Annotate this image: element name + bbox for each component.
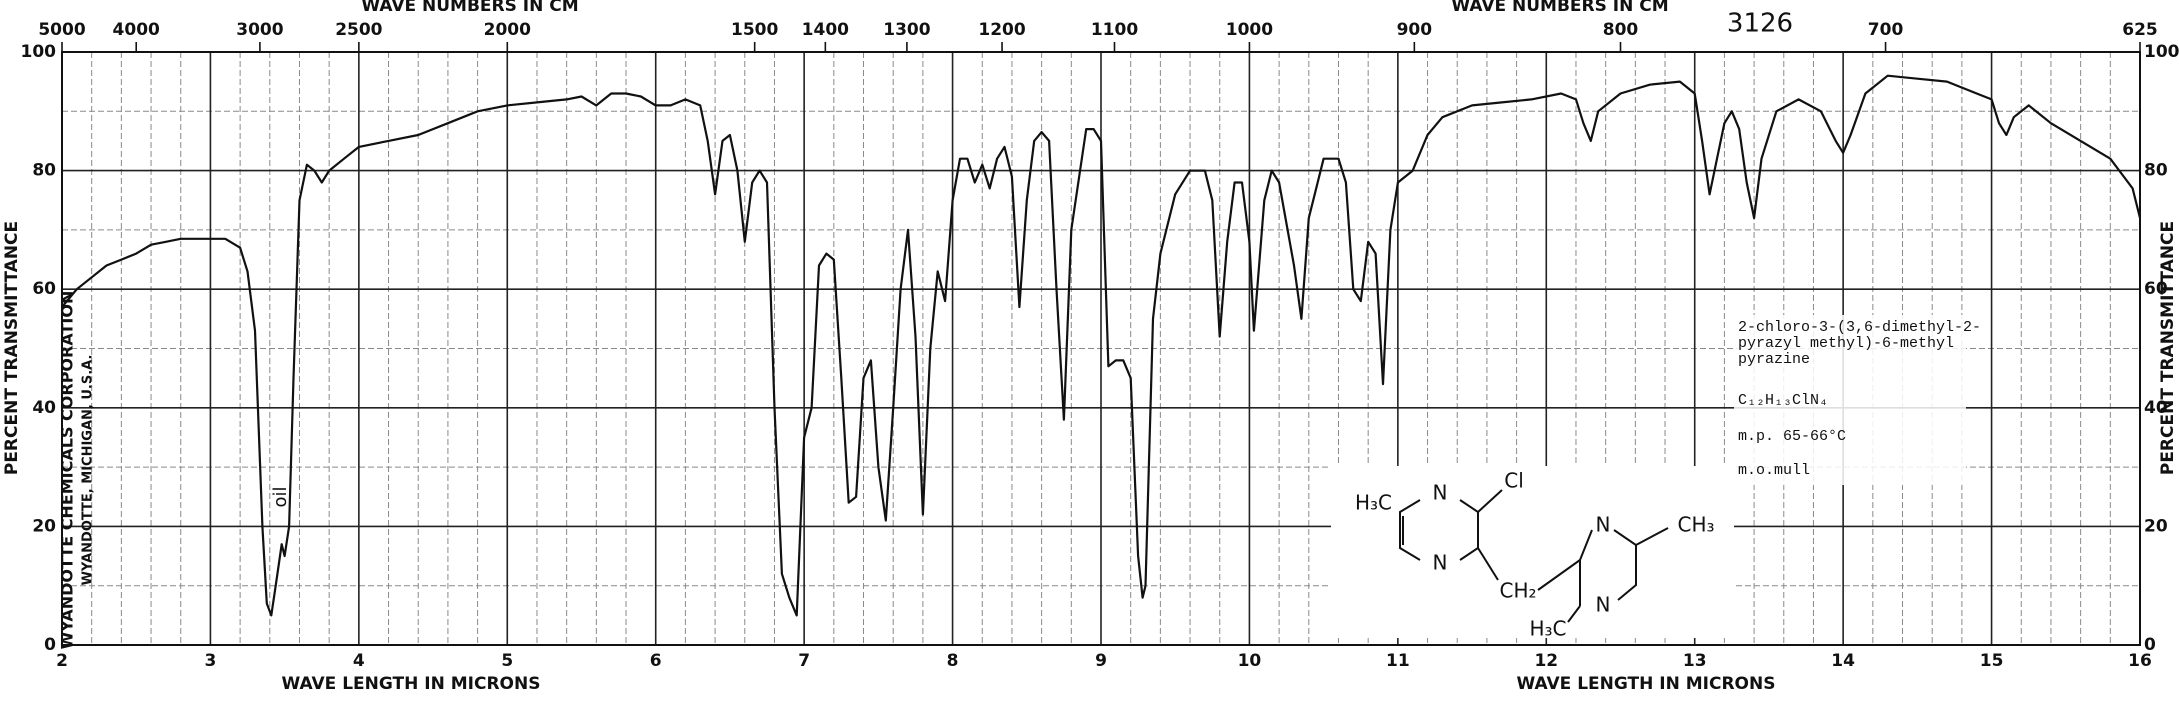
y-tick-label: 20 xyxy=(2144,516,2168,536)
manufacturer-address: WYANDOTTE, MICHIGAN, U.S.A. xyxy=(81,355,96,586)
x2-tick-label: 1000 xyxy=(1226,20,1273,40)
y-axis-title: PERCENT TRANSMITTANCE xyxy=(2,221,22,475)
y-tick-label: 100 xyxy=(2144,42,2179,62)
structure-label: N xyxy=(1596,593,1611,617)
y-tick-label: 60 xyxy=(2144,279,2168,299)
x2-axis-title: WAVE NUMBERS IN CM xyxy=(1451,0,1668,16)
compound-name: 2-chloro-3-(3,6-dimethyl-2- xyxy=(1738,319,1981,336)
x-tick-label: 6 xyxy=(650,651,662,671)
x2-tick-label: 3000 xyxy=(236,20,283,40)
y-tick-label: 0 xyxy=(44,635,56,655)
compound-name: pyrazine xyxy=(1738,351,1810,368)
x2-tick-label: 625 xyxy=(2122,20,2158,40)
x-tick-label: 13 xyxy=(1683,651,1707,671)
structure: H₃C N Cl N CH₂ N CH₃ H₃C N xyxy=(1331,466,1734,641)
x-tick-label: 16 xyxy=(2128,651,2152,671)
y-axis-title: PERCENT TRANSMITTANCE xyxy=(2158,221,2178,475)
x2-tick-label: 900 xyxy=(1397,20,1433,40)
structure-label: H₃C xyxy=(1355,491,1392,515)
x2-tick-label: 1500 xyxy=(731,20,778,40)
x-tick-label: 4 xyxy=(353,651,365,671)
compound-name: pyrazyl methyl)-6-methyl xyxy=(1738,335,1954,352)
structure-label: N xyxy=(1433,481,1448,505)
y-tick-label: 80 xyxy=(32,161,56,181)
y-tick-label: 40 xyxy=(32,398,56,418)
x-tick-label: 11 xyxy=(1386,651,1410,671)
x-tick-label: 7 xyxy=(798,651,810,671)
manufacturer-name: WYANDOTTE CHEMICALS CORPORATION xyxy=(58,291,77,650)
x-tick-label: 14 xyxy=(1831,651,1855,671)
x2-tick-label: 1400 xyxy=(802,20,849,40)
x2-tick-label: 5000 xyxy=(38,20,85,40)
structure-bonds xyxy=(1399,489,1669,623)
structure-background xyxy=(1331,466,1734,638)
structure-label: N xyxy=(1433,551,1448,575)
chart-number: 3126 xyxy=(1727,9,1793,39)
x-tick-label: 2 xyxy=(56,651,68,671)
x2-tick-label: 4000 xyxy=(113,20,160,40)
x2-tick-label: 1200 xyxy=(978,20,1025,40)
x2-tick-label: 800 xyxy=(1603,20,1639,40)
x-tick-label: 9 xyxy=(1095,651,1107,671)
structure-label: Cl xyxy=(1504,469,1524,493)
structure-label: H₃C xyxy=(1529,617,1566,641)
x2-tick-label: 700 xyxy=(1868,20,1904,40)
x-tick-label: 3 xyxy=(205,651,217,671)
sample-medium: m.o.mull xyxy=(1738,462,1810,479)
x-tick-label: 10 xyxy=(1238,651,1262,671)
x-tick-label: 15 xyxy=(1980,651,2004,671)
compound-info: 2-chloro-3-(3,6-dimethyl-2- pyrazyl meth… xyxy=(1734,315,1981,485)
y-tick-label: 20 xyxy=(32,516,56,536)
y-tick-label: 100 xyxy=(21,42,57,62)
x2-tick-label: 2500 xyxy=(335,20,382,40)
x-tick-label: 12 xyxy=(1534,651,1558,671)
x-axis-title: WAVE LENGTH IN MICRONS xyxy=(282,674,541,694)
spectrum-line xyxy=(61,74,2142,617)
structure-label: CH₃ xyxy=(1677,513,1714,537)
x-tick-label: 8 xyxy=(947,651,959,671)
compound-formula: C₁₂H₁₃ClN₄ xyxy=(1738,392,1828,409)
x2-tick-label: 2000 xyxy=(484,20,531,40)
x-axis-title: WAVE LENGTH IN MICRONS xyxy=(1517,674,1776,694)
x2-tick-label: 1300 xyxy=(883,20,930,40)
y-tick-label: 80 xyxy=(2144,161,2168,181)
y-tick-label: 40 xyxy=(2144,398,2168,418)
y-tick-label: 0 xyxy=(2144,635,2156,655)
x-tick-label: 5 xyxy=(501,651,513,671)
x2-axis-title: WAVE NUMBERS IN CM xyxy=(361,0,578,16)
plot-frame xyxy=(61,51,2141,646)
x2-tick-label: 1100 xyxy=(1091,20,1138,40)
structure-label: CH₂ xyxy=(1499,579,1536,603)
oil-annotation: oil xyxy=(270,486,291,507)
melting-point: m.p. 65-66°C xyxy=(1738,428,1846,445)
info-background xyxy=(1734,315,1966,485)
structure-label: N xyxy=(1596,513,1611,537)
y-tick-label: 60 xyxy=(32,279,56,299)
